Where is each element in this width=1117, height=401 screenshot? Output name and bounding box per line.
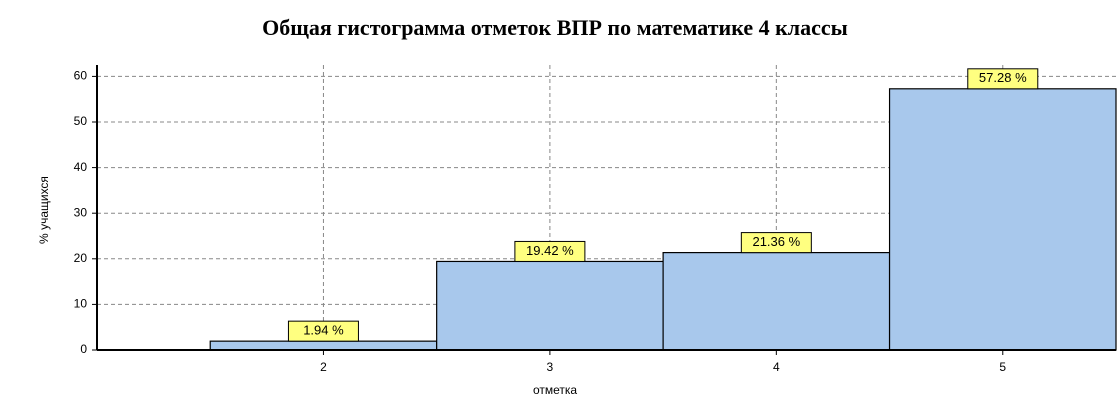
value-label: 57.28 % <box>979 70 1027 85</box>
y-axis-label: % учащихся <box>37 176 51 244</box>
bar <box>662 251 891 351</box>
x-axis-label: отметка <box>533 383 577 397</box>
chart-title: Общая гистограмма отметок ВПР по математ… <box>262 15 848 40</box>
y-tick-label: 60 <box>74 69 88 83</box>
x-tick-label: 5 <box>999 360 1006 374</box>
y-tick-label: 20 <box>74 251 88 265</box>
bar <box>436 260 664 351</box>
y-tick-label: 40 <box>74 160 88 174</box>
value-label: 1.94 % <box>303 323 344 338</box>
x-tick-label: 2 <box>320 360 327 374</box>
x-tick-label: 4 <box>773 360 780 374</box>
y-tick-label: 10 <box>74 297 88 311</box>
value-label-box <box>514 240 586 262</box>
bar <box>888 88 1117 351</box>
value-label: 19.42 % <box>526 243 574 258</box>
y-tick-label: 50 <box>74 114 88 128</box>
value-label-box <box>740 232 812 254</box>
y-tick-label: 0 <box>80 342 87 356</box>
y-tick-label: 30 <box>74 205 88 219</box>
bar <box>209 340 438 351</box>
value-label: 21.36 % <box>752 234 800 249</box>
x-tick-label: 3 <box>547 360 554 374</box>
value-label-box <box>967 68 1039 90</box>
value-label-box <box>287 320 359 342</box>
